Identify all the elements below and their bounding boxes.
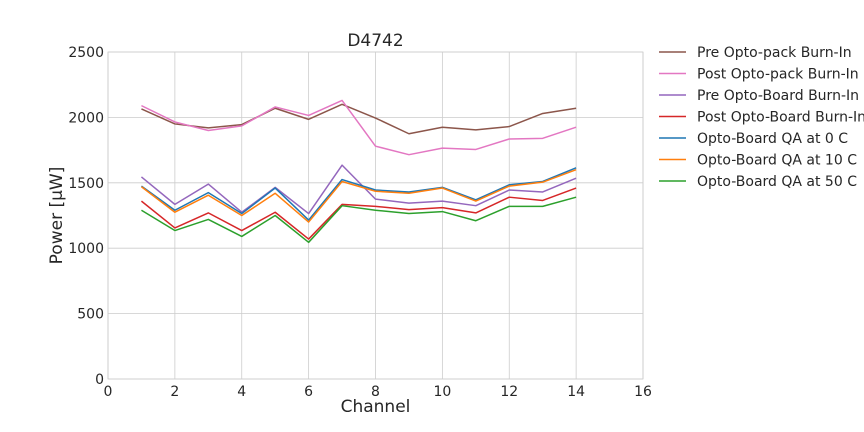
x-tick-label: 8 <box>371 384 380 400</box>
series-line <box>141 103 577 135</box>
legend-item-label: Opto-Board QA at 50 C <box>697 174 857 190</box>
legend-item-label: Opto-Board QA at 0 C <box>697 131 848 147</box>
series-line <box>140 167 577 221</box>
x-tick-label: 16 <box>634 384 652 400</box>
legend-item-label: Post Opto-Board Burn-In <box>697 110 864 126</box>
legend-item-label: Post Opto-pack Burn-In <box>697 67 859 83</box>
y-tick-label: 0 <box>95 372 104 388</box>
series-lines <box>140 99 577 244</box>
series-line <box>140 164 577 215</box>
y-axis-label: Power [μW] <box>47 167 67 265</box>
legend-item-label: Pre Opto-pack Burn-In <box>697 45 852 61</box>
y-tick-label: 2500 <box>68 45 104 61</box>
y-tick-label: 2000 <box>68 110 104 126</box>
series-line <box>141 196 577 244</box>
series-line <box>141 99 577 156</box>
x-tick-label: 0 <box>104 384 113 400</box>
legend-item-label: Opto-Board QA at 10 C <box>697 153 857 169</box>
series-line <box>140 187 577 240</box>
series-line <box>140 169 577 223</box>
legend-item-label: Pre Opto-Board Burn-In <box>697 88 859 104</box>
y-tick-label: 500 <box>77 307 104 323</box>
y-tick-label: 1000 <box>68 241 104 257</box>
plot-area <box>107 51 644 380</box>
x-tick-label: 2 <box>170 384 179 400</box>
x-tick-label: 6 <box>304 384 313 400</box>
x-tick-label: 4 <box>237 384 246 400</box>
tick-labels: 0 2 4 6 8 10 12 14 16 0 500 1000 1500 2000 2500 <box>68 45 652 400</box>
x-tick-label: 14 <box>567 384 585 400</box>
grid <box>107 51 644 380</box>
x-tick-label: 12 <box>500 384 518 400</box>
y-tick-label: 1500 <box>68 176 104 192</box>
legend: Pre Opto-pack Burn-In Post Opto-pack Burn… <box>659 45 864 190</box>
chart-title: D4742 <box>347 31 403 51</box>
x-axis-label: Channel <box>341 397 411 417</box>
x-tick-label: 10 <box>433 384 451 400</box>
